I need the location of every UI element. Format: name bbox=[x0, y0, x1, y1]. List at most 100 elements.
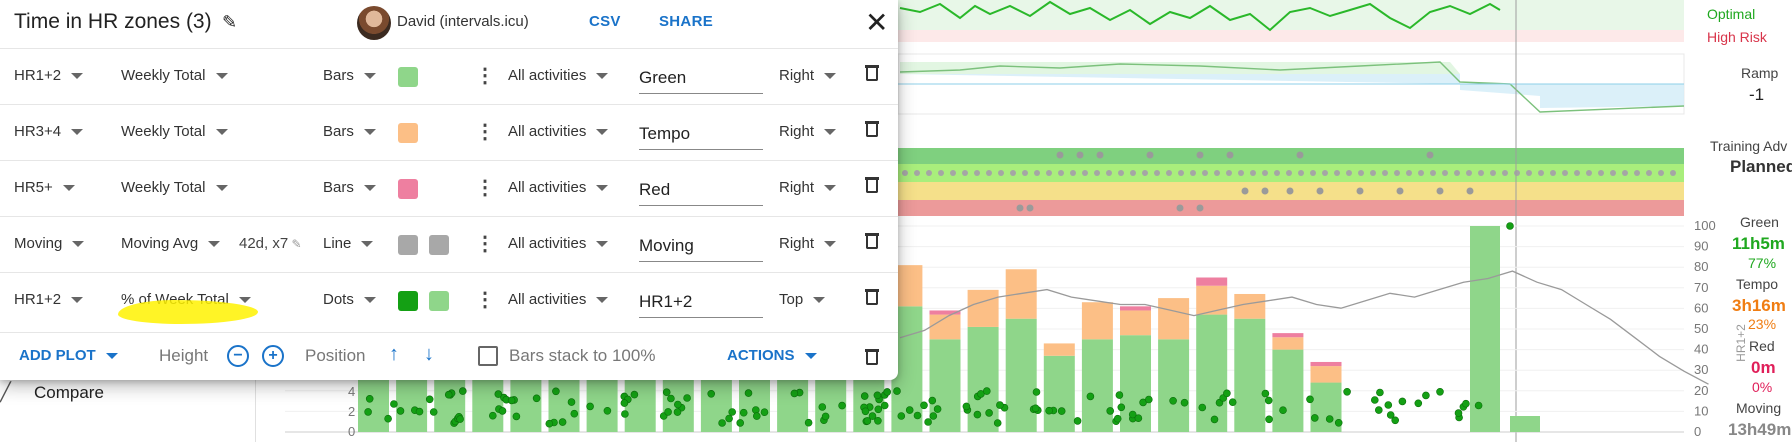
field-select[interactable]: HR5+ bbox=[14, 179, 75, 196]
hr-percent-dot bbox=[920, 401, 928, 410]
add-plot-button[interactable]: ADD PLOT bbox=[19, 347, 118, 364]
aggregate-select[interactable]: Weekly Total bbox=[121, 179, 228, 196]
close-icon[interactable]: ✕ bbox=[865, 7, 889, 38]
hr-percent-dot bbox=[868, 412, 877, 420]
tempo-bar bbox=[1043, 343, 1075, 356]
axis-chevron-icon bbox=[813, 297, 826, 304]
activities-chevron-icon bbox=[596, 129, 609, 136]
moving-avg-params[interactable]: 42d, x7 ✎ bbox=[239, 235, 302, 252]
more-options-icon[interactable]: ⋮ bbox=[475, 289, 495, 311]
chart-settings-dialog: Time in HR zones (3) ✎ David (intervals.… bbox=[0, 0, 898, 380]
compare-link[interactable]: Compare bbox=[34, 383, 104, 402]
field-select[interactable]: HR3+4 bbox=[14, 123, 84, 140]
more-options-icon[interactable]: ⋮ bbox=[475, 65, 495, 87]
aggregate-select[interactable]: Weekly Total bbox=[121, 67, 228, 84]
hr-percent-dot bbox=[1386, 411, 1395, 419]
axis-select[interactable]: Right bbox=[779, 235, 837, 252]
color-swatch[interactable] bbox=[398, 67, 418, 87]
band-dot bbox=[1118, 170, 1124, 176]
tempo-label: Tempo bbox=[1736, 276, 1779, 292]
moving-label: Moving bbox=[1736, 400, 1782, 416]
actions-button[interactable]: ACTIONS bbox=[727, 347, 817, 364]
plot-type-select[interactable]: Bars bbox=[323, 123, 376, 140]
y-tick-label: 80 bbox=[1694, 259, 1708, 274]
delete-plot-icon[interactable] bbox=[865, 289, 879, 305]
color-swatch[interactable] bbox=[398, 123, 418, 143]
plot-type-select[interactable]: Line bbox=[323, 235, 374, 252]
band-dot bbox=[1418, 170, 1424, 176]
series-label-input[interactable]: Tempo bbox=[639, 119, 763, 150]
hr-percent-dot bbox=[1134, 414, 1143, 423]
hr-percent-dot bbox=[982, 387, 991, 395]
hr-percent-dot bbox=[873, 391, 882, 400]
hr-percent-dot bbox=[1057, 407, 1066, 415]
activities-value: All activities bbox=[508, 235, 587, 252]
tempo-bar bbox=[1272, 337, 1304, 350]
activities-select[interactable]: All activities bbox=[508, 235, 609, 252]
hr-percent-dot bbox=[880, 401, 889, 410]
plot-type-select[interactable]: Bars bbox=[323, 67, 376, 84]
axis-select[interactable]: Right bbox=[779, 123, 837, 140]
axis-select[interactable]: Top bbox=[779, 291, 826, 308]
secondary-color-swatch[interactable] bbox=[429, 235, 449, 255]
csv-button[interactable]: CSV bbox=[589, 13, 621, 30]
series-label-input[interactable]: HR1+2 bbox=[639, 287, 763, 318]
color-swatch[interactable] bbox=[398, 291, 418, 311]
delete-plot-icon[interactable] bbox=[865, 177, 879, 193]
band-dot bbox=[1178, 170, 1184, 176]
height-increase-button[interactable]: + bbox=[262, 345, 284, 367]
axis-select[interactable]: Right bbox=[779, 67, 837, 84]
field-select[interactable]: HR1+2 bbox=[14, 291, 84, 308]
hr-percent-dot bbox=[1474, 401, 1483, 410]
plot-type-select[interactable]: Bars bbox=[323, 179, 376, 196]
delete-all-icon[interactable] bbox=[865, 349, 879, 365]
color-swatch[interactable] bbox=[398, 235, 418, 255]
edit-title-icon[interactable]: ✎ bbox=[222, 12, 238, 32]
plot-type-select[interactable]: Dots bbox=[323, 291, 376, 308]
delete-plot-icon[interactable] bbox=[865, 65, 879, 81]
hr-percent-dot bbox=[425, 395, 434, 404]
axis-select[interactable]: Right bbox=[779, 179, 837, 196]
more-options-icon[interactable]: ⋮ bbox=[475, 233, 495, 255]
field-select[interactable]: Moving bbox=[14, 235, 85, 252]
activities-select[interactable]: All activities bbox=[508, 179, 609, 196]
height-decrease-button[interactable]: − bbox=[227, 345, 249, 367]
activities-chevron-icon bbox=[596, 185, 609, 192]
stack-100-checkbox[interactable] bbox=[478, 346, 498, 366]
hr-percent-dot bbox=[1073, 417, 1082, 425]
aggregate-chevron-icon bbox=[215, 129, 228, 136]
series-label-input[interactable]: Red bbox=[639, 175, 763, 206]
activities-select[interactable]: All activities bbox=[508, 123, 609, 140]
activities-select[interactable]: All activities bbox=[508, 67, 609, 84]
field-value: HR3+4 bbox=[14, 123, 62, 140]
delete-plot-icon[interactable] bbox=[865, 121, 879, 137]
dialog-title: Time in HR zones (3) bbox=[14, 10, 212, 33]
y-tick-label: 90 bbox=[1694, 239, 1708, 254]
color-swatch[interactable] bbox=[398, 179, 418, 199]
activities-select[interactable]: All activities bbox=[508, 291, 609, 308]
aggregate-select[interactable]: Moving Avg bbox=[121, 235, 221, 252]
more-options-icon[interactable]: ⋮ bbox=[475, 121, 495, 143]
band-dot bbox=[938, 170, 944, 176]
green-bar bbox=[1043, 355, 1075, 432]
secondary-color-swatch[interactable] bbox=[429, 291, 449, 311]
hr-percent-dot bbox=[874, 416, 882, 425]
more-options-icon[interactable]: ⋮ bbox=[475, 177, 495, 199]
share-button[interactable]: SHARE bbox=[659, 13, 714, 30]
hr-percent-dot bbox=[1180, 398, 1189, 407]
axis-value: Right bbox=[779, 235, 815, 252]
band-dot bbox=[1514, 170, 1520, 176]
move-up-arrow-icon[interactable]: ↑ bbox=[389, 343, 399, 365]
green-bar bbox=[1196, 314, 1228, 432]
red-bar bbox=[1272, 333, 1304, 338]
field-select[interactable]: HR1+2 bbox=[14, 67, 84, 84]
tempo-bar bbox=[1158, 298, 1190, 340]
series-label-input[interactable]: Moving bbox=[639, 231, 763, 262]
series-label-input[interactable]: Green bbox=[639, 63, 763, 94]
activities-value: All activities bbox=[508, 291, 587, 308]
delete-plot-icon[interactable] bbox=[865, 233, 879, 249]
hr-percent-dot bbox=[673, 408, 682, 416]
move-down-arrow-icon[interactable]: ↓ bbox=[424, 343, 434, 365]
aggregate-select[interactable]: Weekly Total bbox=[121, 123, 228, 140]
band-dot bbox=[1094, 170, 1100, 176]
